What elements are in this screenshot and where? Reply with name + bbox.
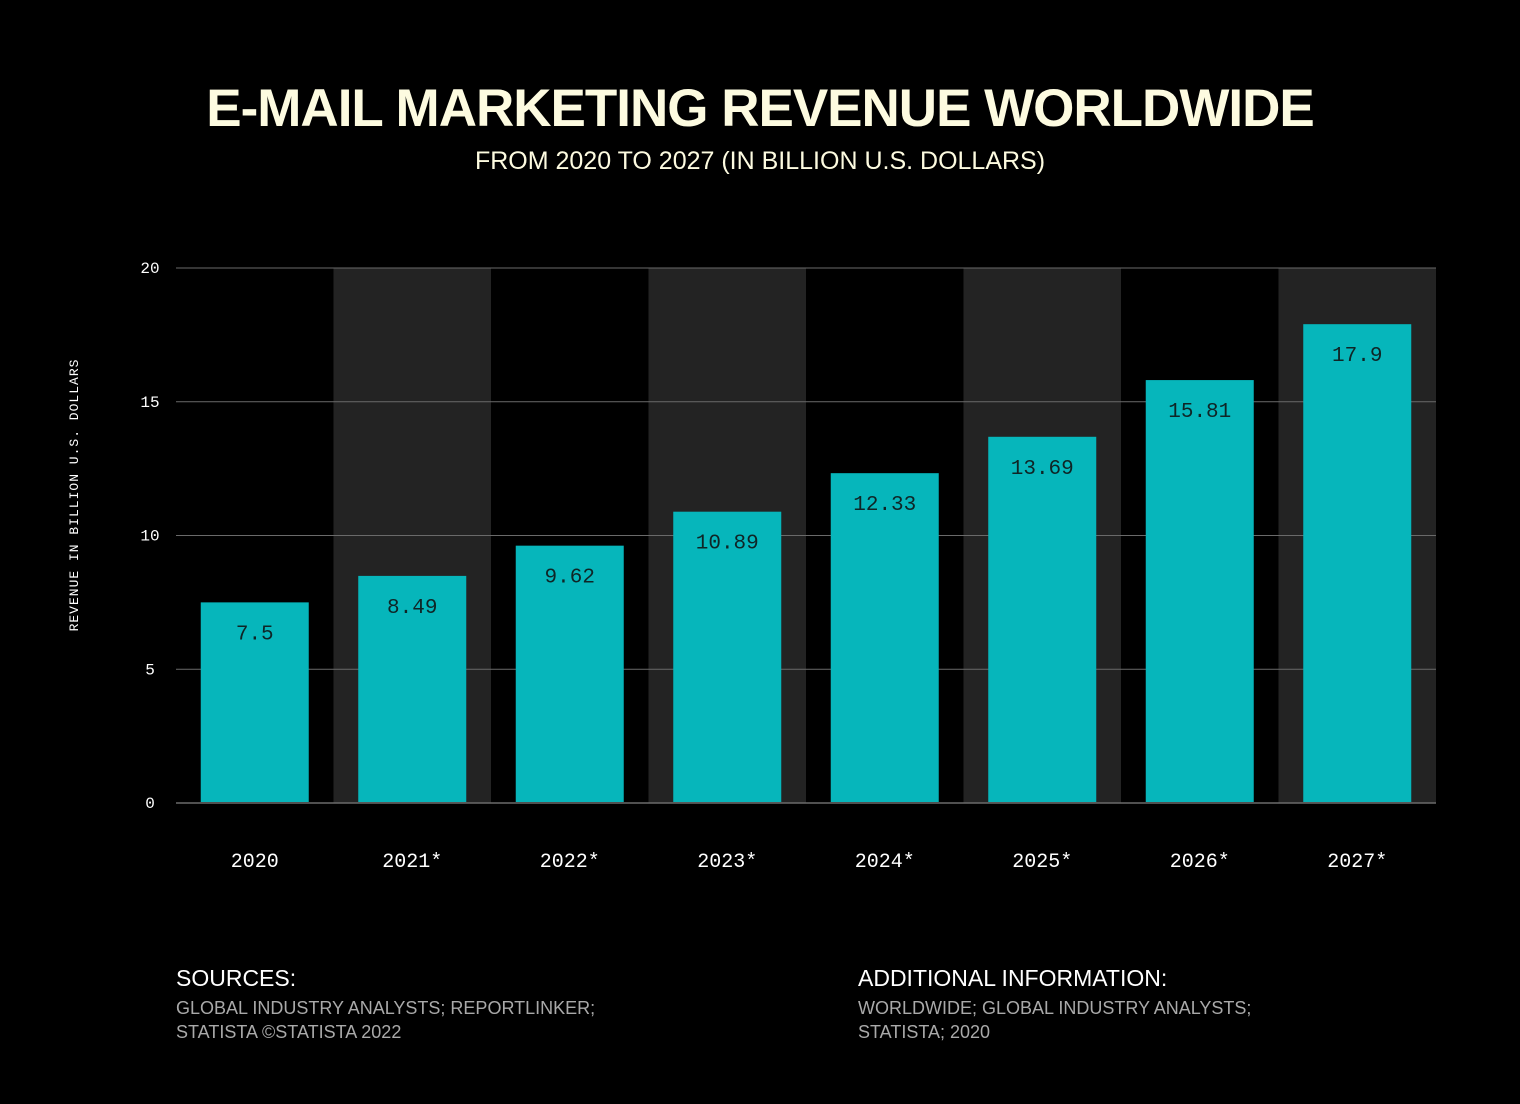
bar-2023	[673, 511, 782, 802]
bar-2026	[1145, 380, 1254, 802]
y-axis-label: REVENUE IN BILLION U.S. DOLLARS	[67, 359, 82, 632]
value-label: 9.62	[545, 567, 595, 590]
value-label: 8.49	[387, 597, 437, 620]
x-axis-ticks: 2020 2021* 2022* 2023* 2024* 2025* 2026* 2027*	[231, 851, 1388, 874]
sources-text: GLOBAL INDUSTRY ANALYSTS; REPORTLINKER; …	[176, 996, 696, 1044]
x-tick-label: 2020	[231, 851, 279, 874]
x-tick-label: 2024*	[855, 851, 915, 874]
value-label: 7.5	[236, 623, 274, 646]
value-label: 12.33	[853, 494, 916, 517]
sources-heading: SOURCES:	[176, 965, 297, 991]
bar-2025	[988, 436, 1097, 802]
bar-2027	[1303, 324, 1412, 802]
x-tick-label: 2022*	[540, 851, 600, 874]
chart-subtitle: FROM 2020 TO 2027 (IN BILLION U.S. DOLLA…	[474, 147, 1046, 175]
additional-info-heading: ADDITIONAL INFORMATION:	[858, 965, 1168, 991]
bars	[200, 324, 1412, 802]
x-tick-label: 2027*	[1327, 851, 1387, 874]
value-label: 15.81	[1168, 401, 1231, 424]
sources-line-2: STATISTA ©STATISTA 2022	[176, 1022, 402, 1042]
y-tick-label: 15	[140, 394, 159, 412]
bar-2021	[358, 575, 467, 802]
x-tick-label: 2026*	[1170, 851, 1230, 874]
y-tick-label: 5	[145, 661, 155, 679]
value-label: 17.9	[1332, 345, 1382, 368]
x-tick-label: 2021*	[382, 851, 442, 874]
value-label: 13.69	[1011, 458, 1074, 481]
y-tick-label: 10	[140, 528, 159, 546]
x-tick-label: 2025*	[1012, 851, 1072, 874]
bar-2022	[515, 545, 624, 802]
y-tick-label: 20	[140, 260, 159, 278]
x-tick-label: 2023*	[697, 851, 757, 874]
sources-line-1: GLOBAL INDUSTRY ANALYSTS; REPORTLINKER;	[176, 998, 596, 1018]
additional-info-text: WORLDWIDE; GLOBAL INDUSTRY ANALYSTS; STA…	[858, 996, 1378, 1044]
bar-2024	[830, 473, 939, 802]
bar-2020	[200, 602, 309, 802]
y-tick-label: 0	[145, 795, 155, 813]
chart-title: E-MAIL MARKETING REVENUE WORLDWIDE	[206, 79, 1314, 138]
value-labels: 7.5 8.49 9.62 10.89 12.33 13.69 15.81 17.9	[236, 345, 1383, 646]
additional-info-line-2: STATISTA; 2020	[858, 1022, 991, 1042]
value-label: 10.89	[696, 533, 759, 556]
additional-info-line-1: WORLDWIDE; GLOBAL INDUSTRY ANALYSTS;	[858, 998, 1252, 1018]
